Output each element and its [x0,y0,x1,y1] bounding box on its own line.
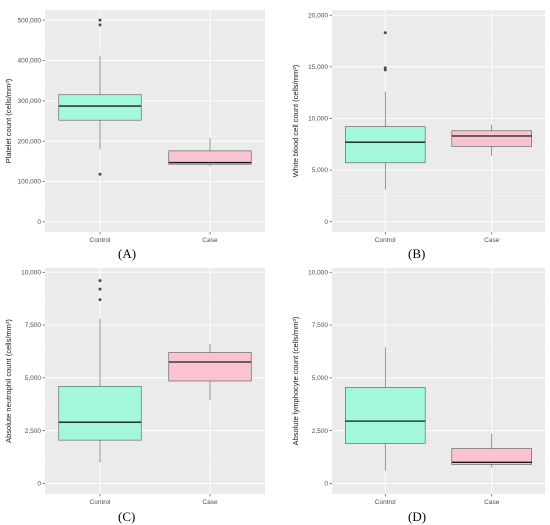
outlier-point [383,66,387,70]
y-tick-label: 10,000 [308,116,328,123]
y-axis-title: Absolute lymphocyte count (cells/mm³) [291,316,300,445]
iqr-box [168,352,252,382]
x-tick-label: Control [90,237,112,244]
iqr-box [451,448,532,465]
iqr-box [345,126,426,164]
y-tick-label: 500,000 [18,17,42,24]
box-control [58,279,142,463]
panel-label-c: (C) [118,509,136,524]
iqr-box [168,150,252,165]
y-tick-label: 20,000 [308,12,328,19]
x-tick-label: Control [90,499,112,506]
x-tick-label: Case [202,499,218,506]
y-tick-label: 400,000 [18,58,42,65]
panel-b: 0 5,000 10,000 15,000 20,000 Control Case White… [291,10,545,244]
y-tick-label: 10,000 [21,269,41,276]
y-tick-label: 7,500 [25,322,42,329]
box-case [451,433,532,468]
panel-label-a: (A) [118,246,137,261]
box-case [168,138,252,167]
panel-d: 0 2,500 5,000 7,500 10,000 Control Case Absolut… [291,268,545,506]
outlier-point [98,298,102,302]
y-tick-label: 0 [324,219,328,226]
y-tick-label: 5,000 [312,375,329,382]
box-control [345,31,426,190]
y-tick-label: 5,000 [312,167,329,174]
y-tick-label: 0 [37,219,41,226]
x-tick-label: Control [375,237,397,244]
iqr-box [345,387,426,444]
x-tick-label: Case [484,499,500,506]
iqr-box [58,94,142,121]
panel-c: 0 2,500 5,000 7,500 10,000 Control Case Absolut… [4,268,265,506]
iqr-box [58,385,142,441]
panel-background [332,10,545,232]
panel-a: 0 100,000 200,000 300,000 400,000 500,000 Cont… [4,10,265,244]
box-case [168,344,252,401]
y-tick-label: 200,000 [18,138,42,145]
y-tick-label: 100,000 [18,179,42,186]
box-control [58,18,142,176]
iqr-box [451,130,532,147]
y-tick-label: 15,000 [308,64,328,71]
panel-label-d: (D) [408,509,427,524]
x-tick-label: Case [484,237,500,244]
y-axis-title: Platelet count (cells/mm³) [4,78,13,163]
outlier-point [383,68,387,72]
outlier-point [98,23,102,27]
outlier-point [383,31,387,35]
y-tick-label: 7,500 [312,322,329,329]
outlier-point [98,18,102,22]
y-tick-label: 2,500 [312,428,329,435]
panel-label-b: (B) [408,246,426,261]
outlier-point [98,172,102,176]
box-case [451,124,532,156]
y-tick-label: 0 [37,481,41,488]
outlier-point [98,279,102,283]
outlier-point [98,287,102,291]
y-tick-label: 0 [324,481,328,488]
y-tick-label: 2,500 [25,428,42,435]
y-tick-label: 5,000 [25,375,42,382]
y-axis-title: White blood cell count (cells/mm³) [291,64,300,177]
x-tick-label: Case [202,237,218,244]
y-tick-label: 300,000 [18,98,42,105]
y-axis-title: Absolute neutrophil count (cells/mm³) [4,319,13,443]
x-tick-label: Control [375,499,397,506]
y-tick-label: 10,000 [308,269,328,276]
box-control [345,347,426,471]
